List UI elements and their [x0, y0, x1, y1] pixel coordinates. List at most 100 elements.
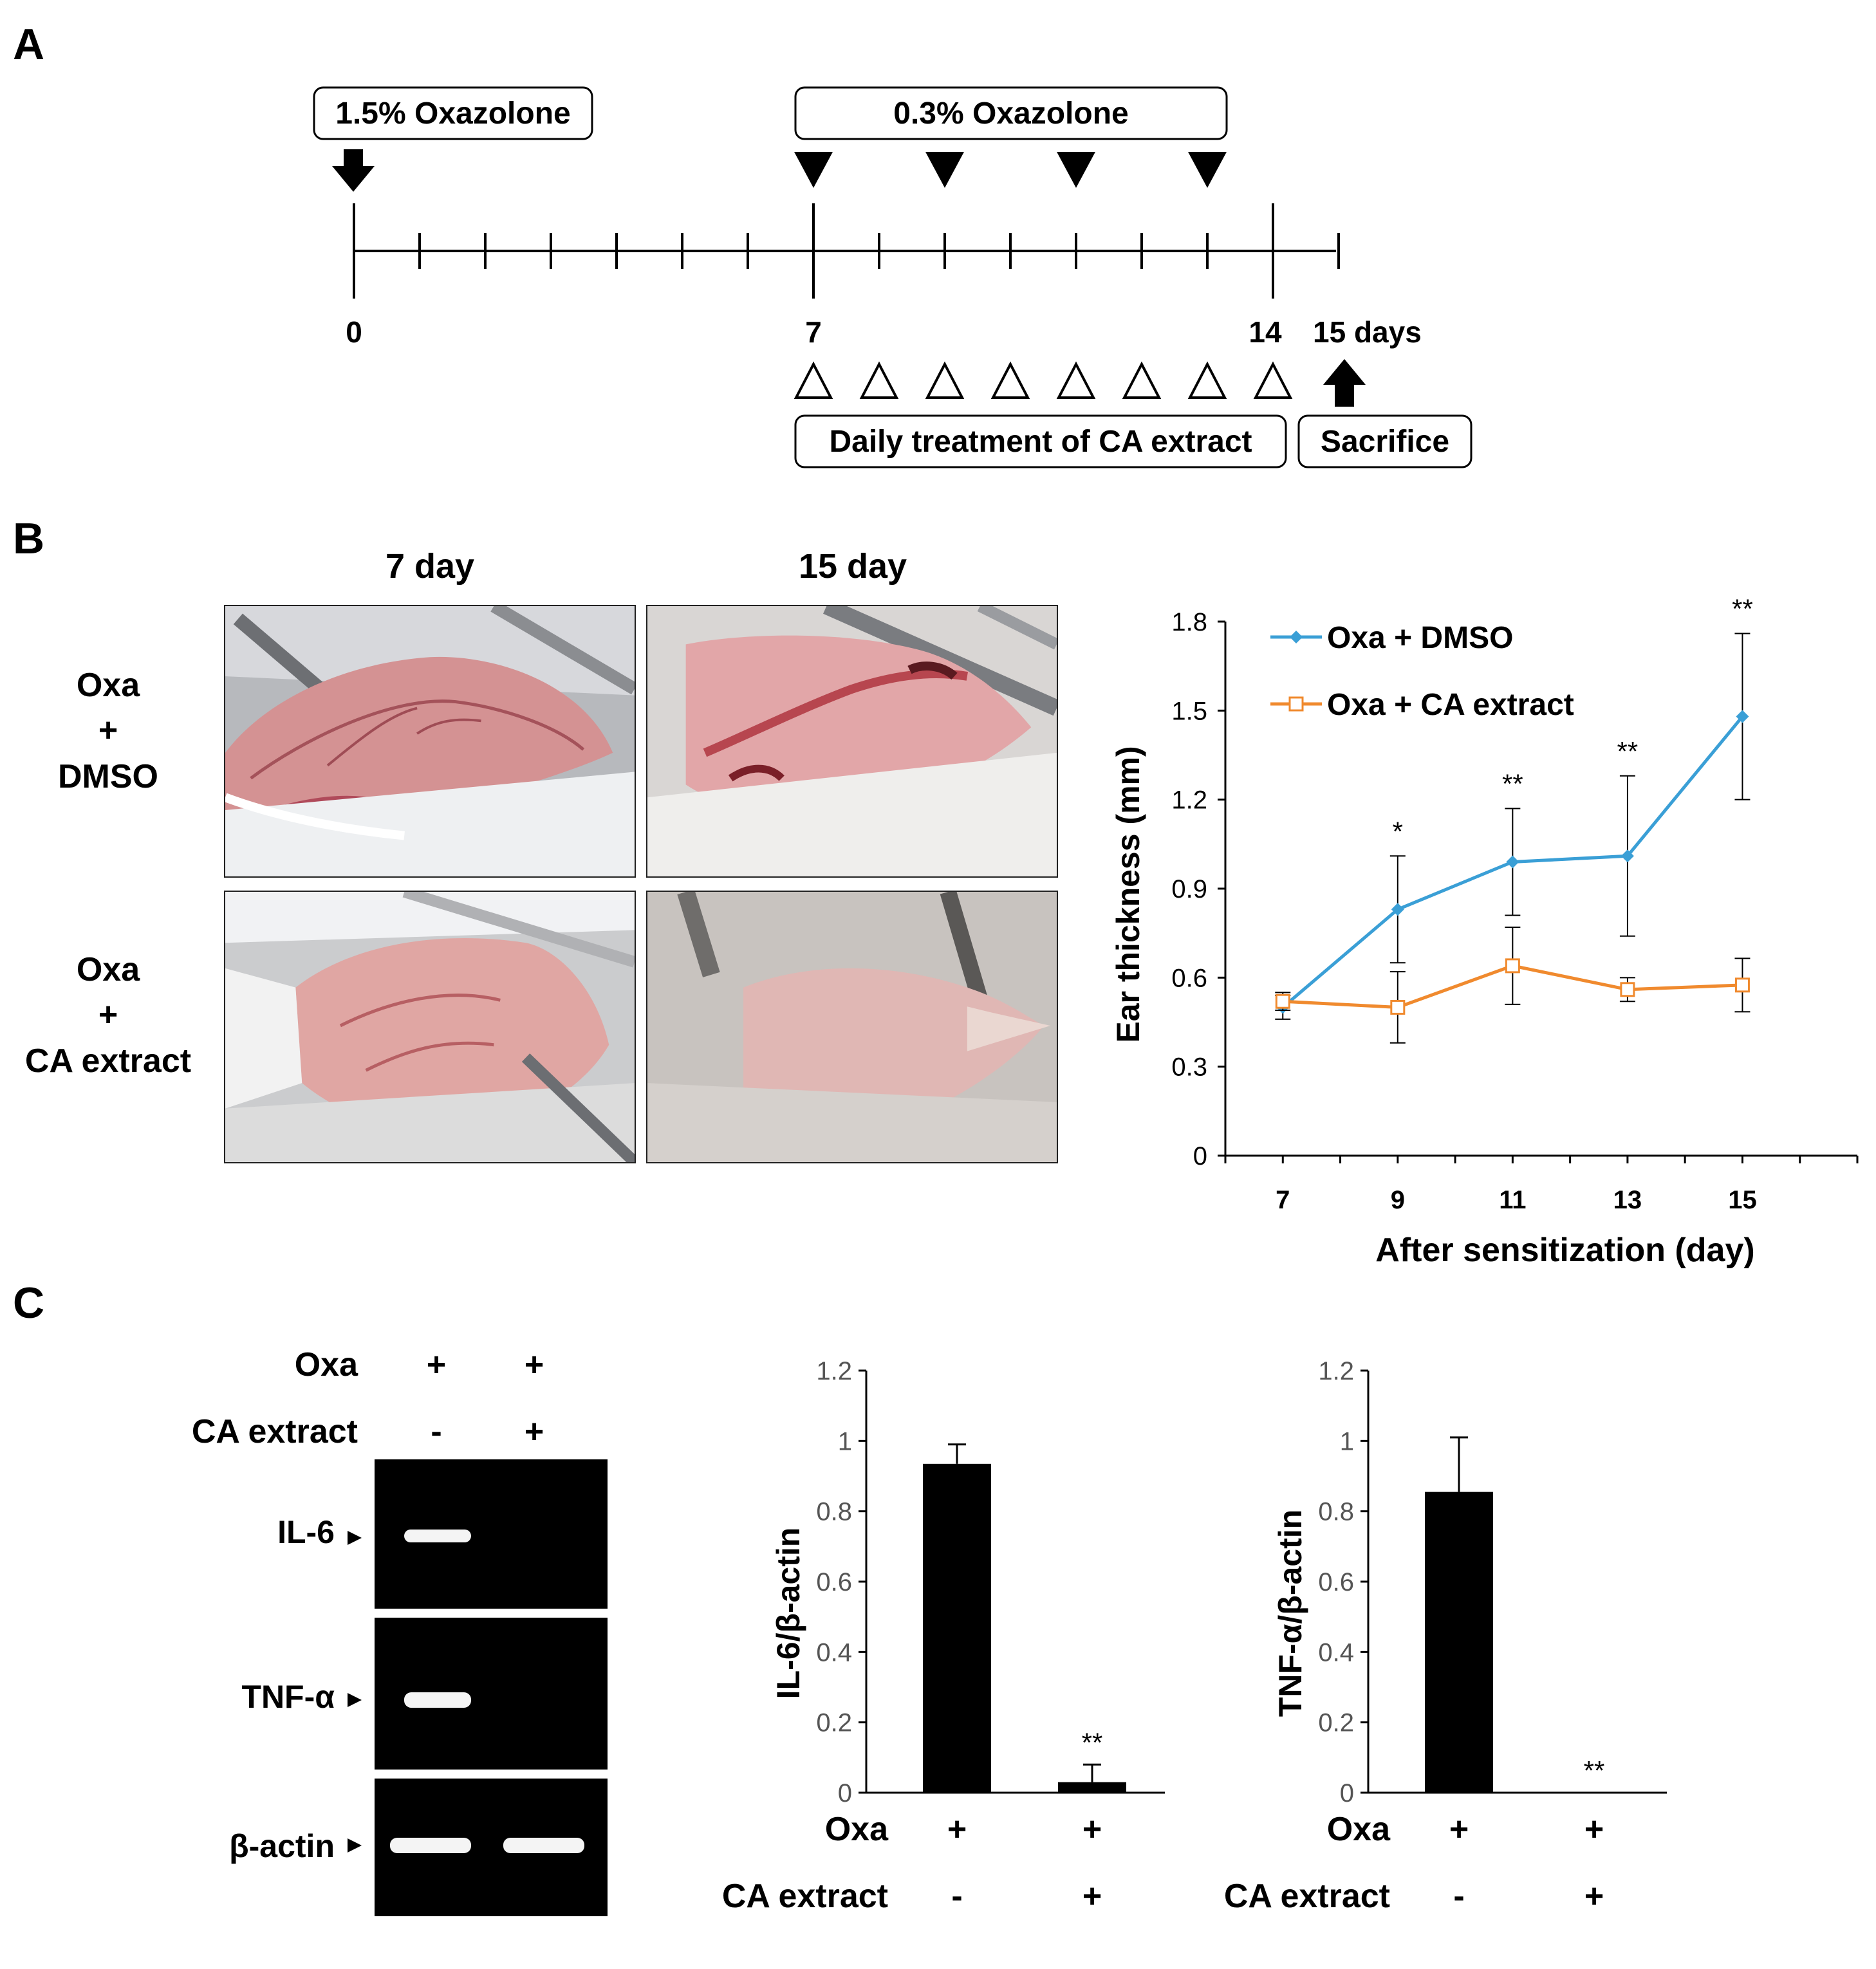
bar-ca-sign-2: +	[1584, 1878, 1604, 1915]
challenge-triangle	[925, 152, 964, 188]
significance-label: *	[1393, 816, 1403, 846]
ear-photo-15day-ca	[646, 891, 1058, 1163]
tnf-bar-chart: 0 0.2 0.4 0.6 0.8 1 1.2 ** TNF-α/β-actin Oxa C…	[1224, 1357, 1667, 1915]
treatment-label: Daily treatment of CA extract	[829, 425, 1252, 459]
data-point	[1620, 982, 1635, 997]
gel-row-label-ca: CA extract	[192, 1413, 358, 1450]
timeline-ticks	[353, 203, 1340, 299]
sacrifice-arrow	[1323, 359, 1366, 407]
data-point	[1621, 849, 1634, 863]
y-tick-label: 0.6	[1171, 964, 1207, 992]
gel-ca-sign-1: -	[431, 1413, 441, 1450]
y-tick-label: 0.2	[816, 1709, 852, 1737]
significance-label: **	[1732, 593, 1753, 624]
y-axis-label: IL-6/β-actin	[770, 1528, 806, 1699]
bar	[1425, 1492, 1493, 1793]
bar-oxa-sign-2: +	[1082, 1811, 1102, 1848]
panel-c-gel: C Oxa CA extract + + - + IL-6 TNF-α β-ac…	[13, 1279, 608, 1916]
panel-label-a: A	[13, 20, 44, 69]
sacrifice-label: Sacrifice	[1321, 425, 1449, 459]
y-tick-label: 1.5	[1171, 697, 1207, 725]
y-tick-label: 0	[1340, 1779, 1354, 1807]
day-label-15: 15 days	[1313, 315, 1422, 349]
data-point	[1391, 903, 1404, 916]
y-tick-label: 0.9	[1171, 875, 1207, 903]
y-tick-labels: 0 0.3 0.6 0.9 1.2 1.5 1.8	[1171, 608, 1207, 1170]
challenge-label: 0.3% Oxazolone	[893, 97, 1128, 131]
significance-label: **	[1617, 736, 1639, 766]
gel-label-tnf: TNF-α	[241, 1679, 335, 1715]
bar	[923, 1463, 991, 1793]
significance-label: **	[1584, 1755, 1605, 1786]
y-tick-label: 1	[1340, 1427, 1354, 1456]
chart-bars: **	[923, 1443, 1126, 1793]
x-tick-label: 7	[1276, 1186, 1290, 1214]
data-point	[1736, 710, 1749, 723]
panel-label-b: B	[13, 514, 44, 563]
challenge-triangle	[1057, 152, 1095, 188]
y-tick-label: 1.8	[1171, 608, 1207, 636]
y-axis-label: Ear thickness (mm)	[1110, 746, 1146, 1042]
data-point	[1390, 999, 1406, 1015]
y-tick-label: 1.2	[1318, 1357, 1354, 1385]
legend-marker	[1290, 631, 1303, 643]
bar-ca-sign-1: -	[1453, 1878, 1464, 1915]
chart-axes	[859, 1369, 1165, 1794]
data-point	[1275, 994, 1290, 1009]
x-tick-label: 13	[1613, 1186, 1642, 1214]
significance-labels: *******	[1393, 593, 1753, 846]
panel-label-c: C	[13, 1279, 44, 1327]
x-axis-label: After sensitization (day)	[1375, 1232, 1754, 1269]
treatment-triangle	[859, 361, 899, 399]
bar-ca-sign-1: -	[951, 1878, 962, 1915]
chart-legend: Oxa + DMSO Oxa + CA extract	[1270, 621, 1574, 722]
gel-row-label-oxa: Oxa	[295, 1346, 358, 1383]
challenge-markers	[794, 152, 1227, 188]
data-point	[1505, 958, 1520, 974]
bar-row-label-oxa: Oxa	[1327, 1811, 1391, 1848]
band-actin-lane2	[503, 1838, 584, 1853]
challenge-triangle	[794, 152, 833, 188]
treatment-markers	[794, 361, 1293, 399]
x-tick-label: 11	[1499, 1186, 1526, 1214]
gel-oxa-sign-1: +	[427, 1346, 446, 1383]
ear-photo-7day-dmso	[224, 605, 636, 878]
bar	[1058, 1782, 1126, 1793]
ear-thickness-chart: 00.30.60.91.21.51.8 7 9 11 13 15 ******* Oxa…	[1110, 593, 1859, 1269]
day-label-14: 14	[1249, 315, 1282, 349]
data-point	[1506, 855, 1519, 869]
band-tnf-lane1	[404, 1692, 471, 1708]
gel-oxa-sign-2: +	[525, 1346, 544, 1383]
panel-b-labels: B 7 day 15 day Oxa + DMSO Oxa + CA extra…	[13, 514, 907, 1080]
x-tick-label: 15	[1728, 1186, 1757, 1214]
chart-series	[1275, 633, 1751, 1044]
il6-bar-chart: 0 0.2 0.4 0.6 0.8 1 1.2 ** IL-6/β-actin Oxa CA…	[722, 1357, 1165, 1915]
y-tick-label: 1.2	[816, 1357, 852, 1385]
gel-label-actin: β-actin	[229, 1828, 335, 1864]
arrowhead-icon	[348, 1531, 362, 1545]
band-il6-lane1	[404, 1530, 471, 1542]
y-tick-labels: 0 0.2 0.4 0.6 0.8 1 1.2	[1318, 1357, 1354, 1807]
gel-label-il6: IL-6	[277, 1514, 335, 1550]
significance-label: **	[1082, 1727, 1103, 1757]
legend-label: Oxa + CA extract	[1327, 688, 1574, 722]
chart-bars: **	[1425, 1436, 1605, 1793]
col-title-7-day: 7 day	[385, 547, 474, 586]
y-tick-label: 0.2	[1318, 1709, 1354, 1737]
row-label-plus: +	[98, 996, 118, 1033]
challenge-triangle	[1188, 152, 1227, 188]
bar-ca-sign-2: +	[1082, 1878, 1102, 1915]
y-tick-label: 0.6	[816, 1568, 852, 1596]
arrowhead-icon	[348, 1838, 362, 1853]
ear-photo-15day-dmso	[646, 605, 1058, 878]
bar-row-label-ca: CA extract	[1224, 1878, 1390, 1915]
arrowhead-icon	[348, 1693, 362, 1707]
significance-label: **	[1502, 769, 1523, 799]
sensitization-box	[313, 86, 593, 140]
treatment-triangle	[1056, 361, 1096, 399]
bar-oxa-sign-1: +	[947, 1811, 967, 1848]
y-tick-label: 0.8	[816, 1498, 852, 1526]
sensitization-label: 1.5% Oxazolone	[335, 97, 570, 131]
col-title-15-day: 15 day	[799, 547, 907, 586]
